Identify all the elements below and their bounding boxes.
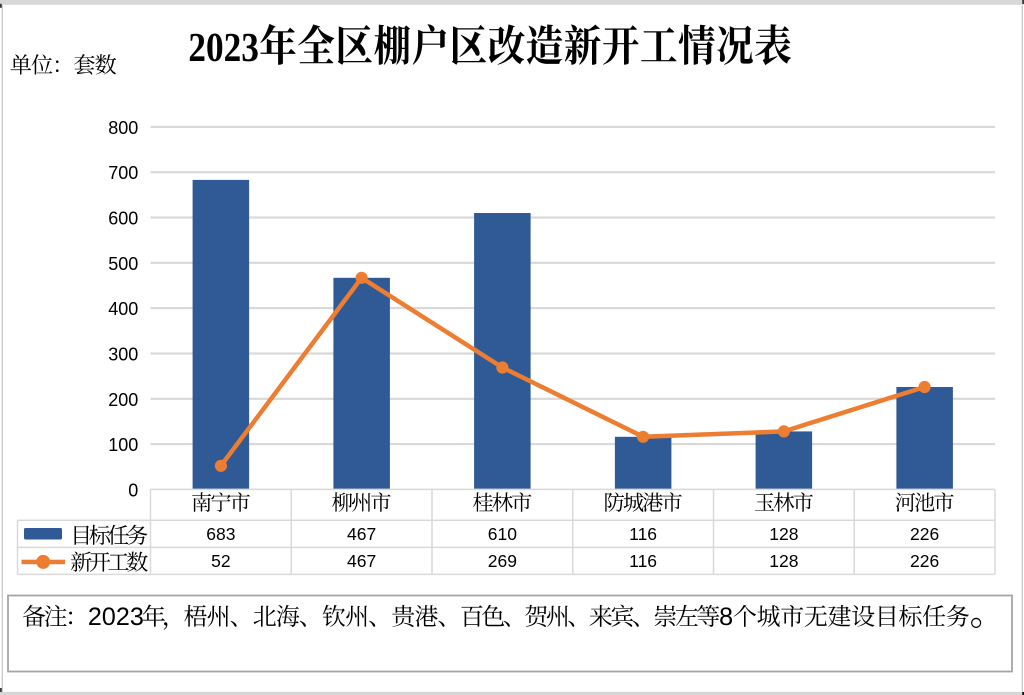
svg-text:226: 226 — [910, 551, 939, 571]
svg-text:128: 128 — [769, 524, 798, 544]
svg-text:800: 800 — [108, 118, 138, 138]
svg-text:116: 116 — [629, 551, 657, 571]
svg-text:400: 400 — [108, 299, 138, 319]
svg-text:600: 600 — [108, 209, 138, 229]
svg-text:52: 52 — [211, 551, 230, 571]
svg-text:200: 200 — [108, 390, 138, 410]
svg-text:0: 0 — [128, 480, 138, 500]
svg-text:683: 683 — [206, 524, 235, 544]
svg-text:610: 610 — [488, 524, 517, 544]
svg-text:269: 269 — [488, 551, 517, 571]
svg-text:100: 100 — [108, 435, 138, 455]
svg-text:116: 116 — [629, 524, 657, 544]
svg-text:500: 500 — [108, 254, 138, 274]
svg-text:700: 700 — [108, 163, 138, 183]
svg-text:128: 128 — [769, 551, 798, 571]
svg-text:467: 467 — [347, 551, 376, 571]
svg-text:300: 300 — [108, 345, 138, 365]
svg-text:467: 467 — [347, 524, 376, 544]
svg-text:226: 226 — [910, 524, 939, 544]
